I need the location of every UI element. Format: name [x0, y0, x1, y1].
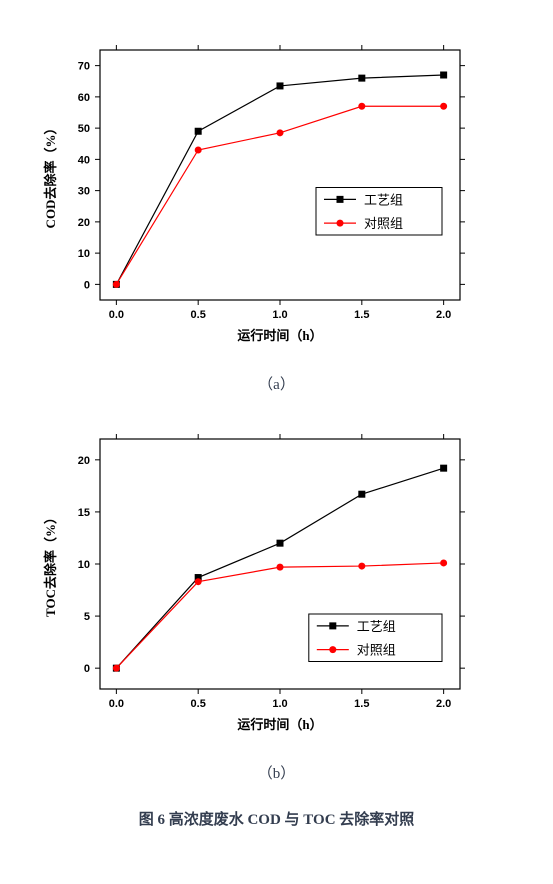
chart-b-svg: 0.0 0.5 1.0 1.5 2.0 0 5 10 15 20 运行时间（h） TOC去除率（%） 工…: [20, 419, 480, 749]
svg-text:0.0: 0.0: [109, 309, 124, 321]
svg-text:20: 20: [78, 217, 90, 229]
svg-text:1.0: 1.0: [272, 309, 287, 321]
svg-text:TOC去除率（%）: TOC去除率（%）: [43, 511, 58, 617]
svg-text:0.5: 0.5: [191, 698, 206, 710]
svg-text:5: 5: [84, 611, 90, 623]
svg-text:2.0: 2.0: [436, 309, 451, 321]
svg-text:0: 0: [84, 279, 90, 291]
svg-text:工艺组: 工艺组: [357, 619, 396, 634]
chart-a: 0.0 0.5 1.0 1.5 2.0 0 10 20 30 40 50 60 70 运行时间（h） COD…: [20, 30, 533, 365]
svg-text:20: 20: [78, 455, 90, 467]
chart-b-sublabel: （b）: [20, 762, 533, 783]
chart-a-svg: 0.0 0.5 1.0 1.5 2.0 0 10 20 30 40 50 60 70 运行时间（h） COD…: [20, 30, 480, 360]
figure-caption: 图 6 高浓度废水 COD 与 TOC 去除率对照: [20, 808, 533, 829]
svg-text:50: 50: [78, 123, 90, 135]
svg-text:2.0: 2.0: [436, 698, 451, 710]
svg-text:运行时间（h）: 运行时间（h）: [237, 328, 322, 343]
svg-text:1.5: 1.5: [354, 309, 369, 321]
svg-text:工艺组: 工艺组: [364, 192, 403, 207]
svg-text:0: 0: [84, 663, 90, 675]
svg-text:70: 70: [78, 61, 90, 73]
svg-text:对照组: 对照组: [357, 643, 396, 658]
svg-text:10: 10: [78, 559, 90, 571]
svg-text:0.0: 0.0: [109, 698, 124, 710]
svg-text:0.5: 0.5: [191, 309, 206, 321]
svg-text:1.5: 1.5: [354, 698, 369, 710]
svg-text:10: 10: [78, 248, 90, 260]
chart-b: 0.0 0.5 1.0 1.5 2.0 0 5 10 15 20 运行时间（h） TOC去除率（%） 工…: [20, 419, 533, 754]
svg-text:15: 15: [78, 507, 90, 519]
svg-text:40: 40: [78, 154, 90, 166]
svg-text:COD去除率（%）: COD去除率（%）: [43, 122, 58, 229]
svg-text:1.0: 1.0: [272, 698, 287, 710]
svg-text:对照组: 对照组: [364, 216, 403, 231]
svg-text:60: 60: [78, 92, 90, 104]
svg-text:30: 30: [78, 186, 90, 198]
chart-a-sublabel: （a）: [20, 373, 533, 394]
svg-text:运行时间（h）: 运行时间（h）: [237, 717, 322, 732]
